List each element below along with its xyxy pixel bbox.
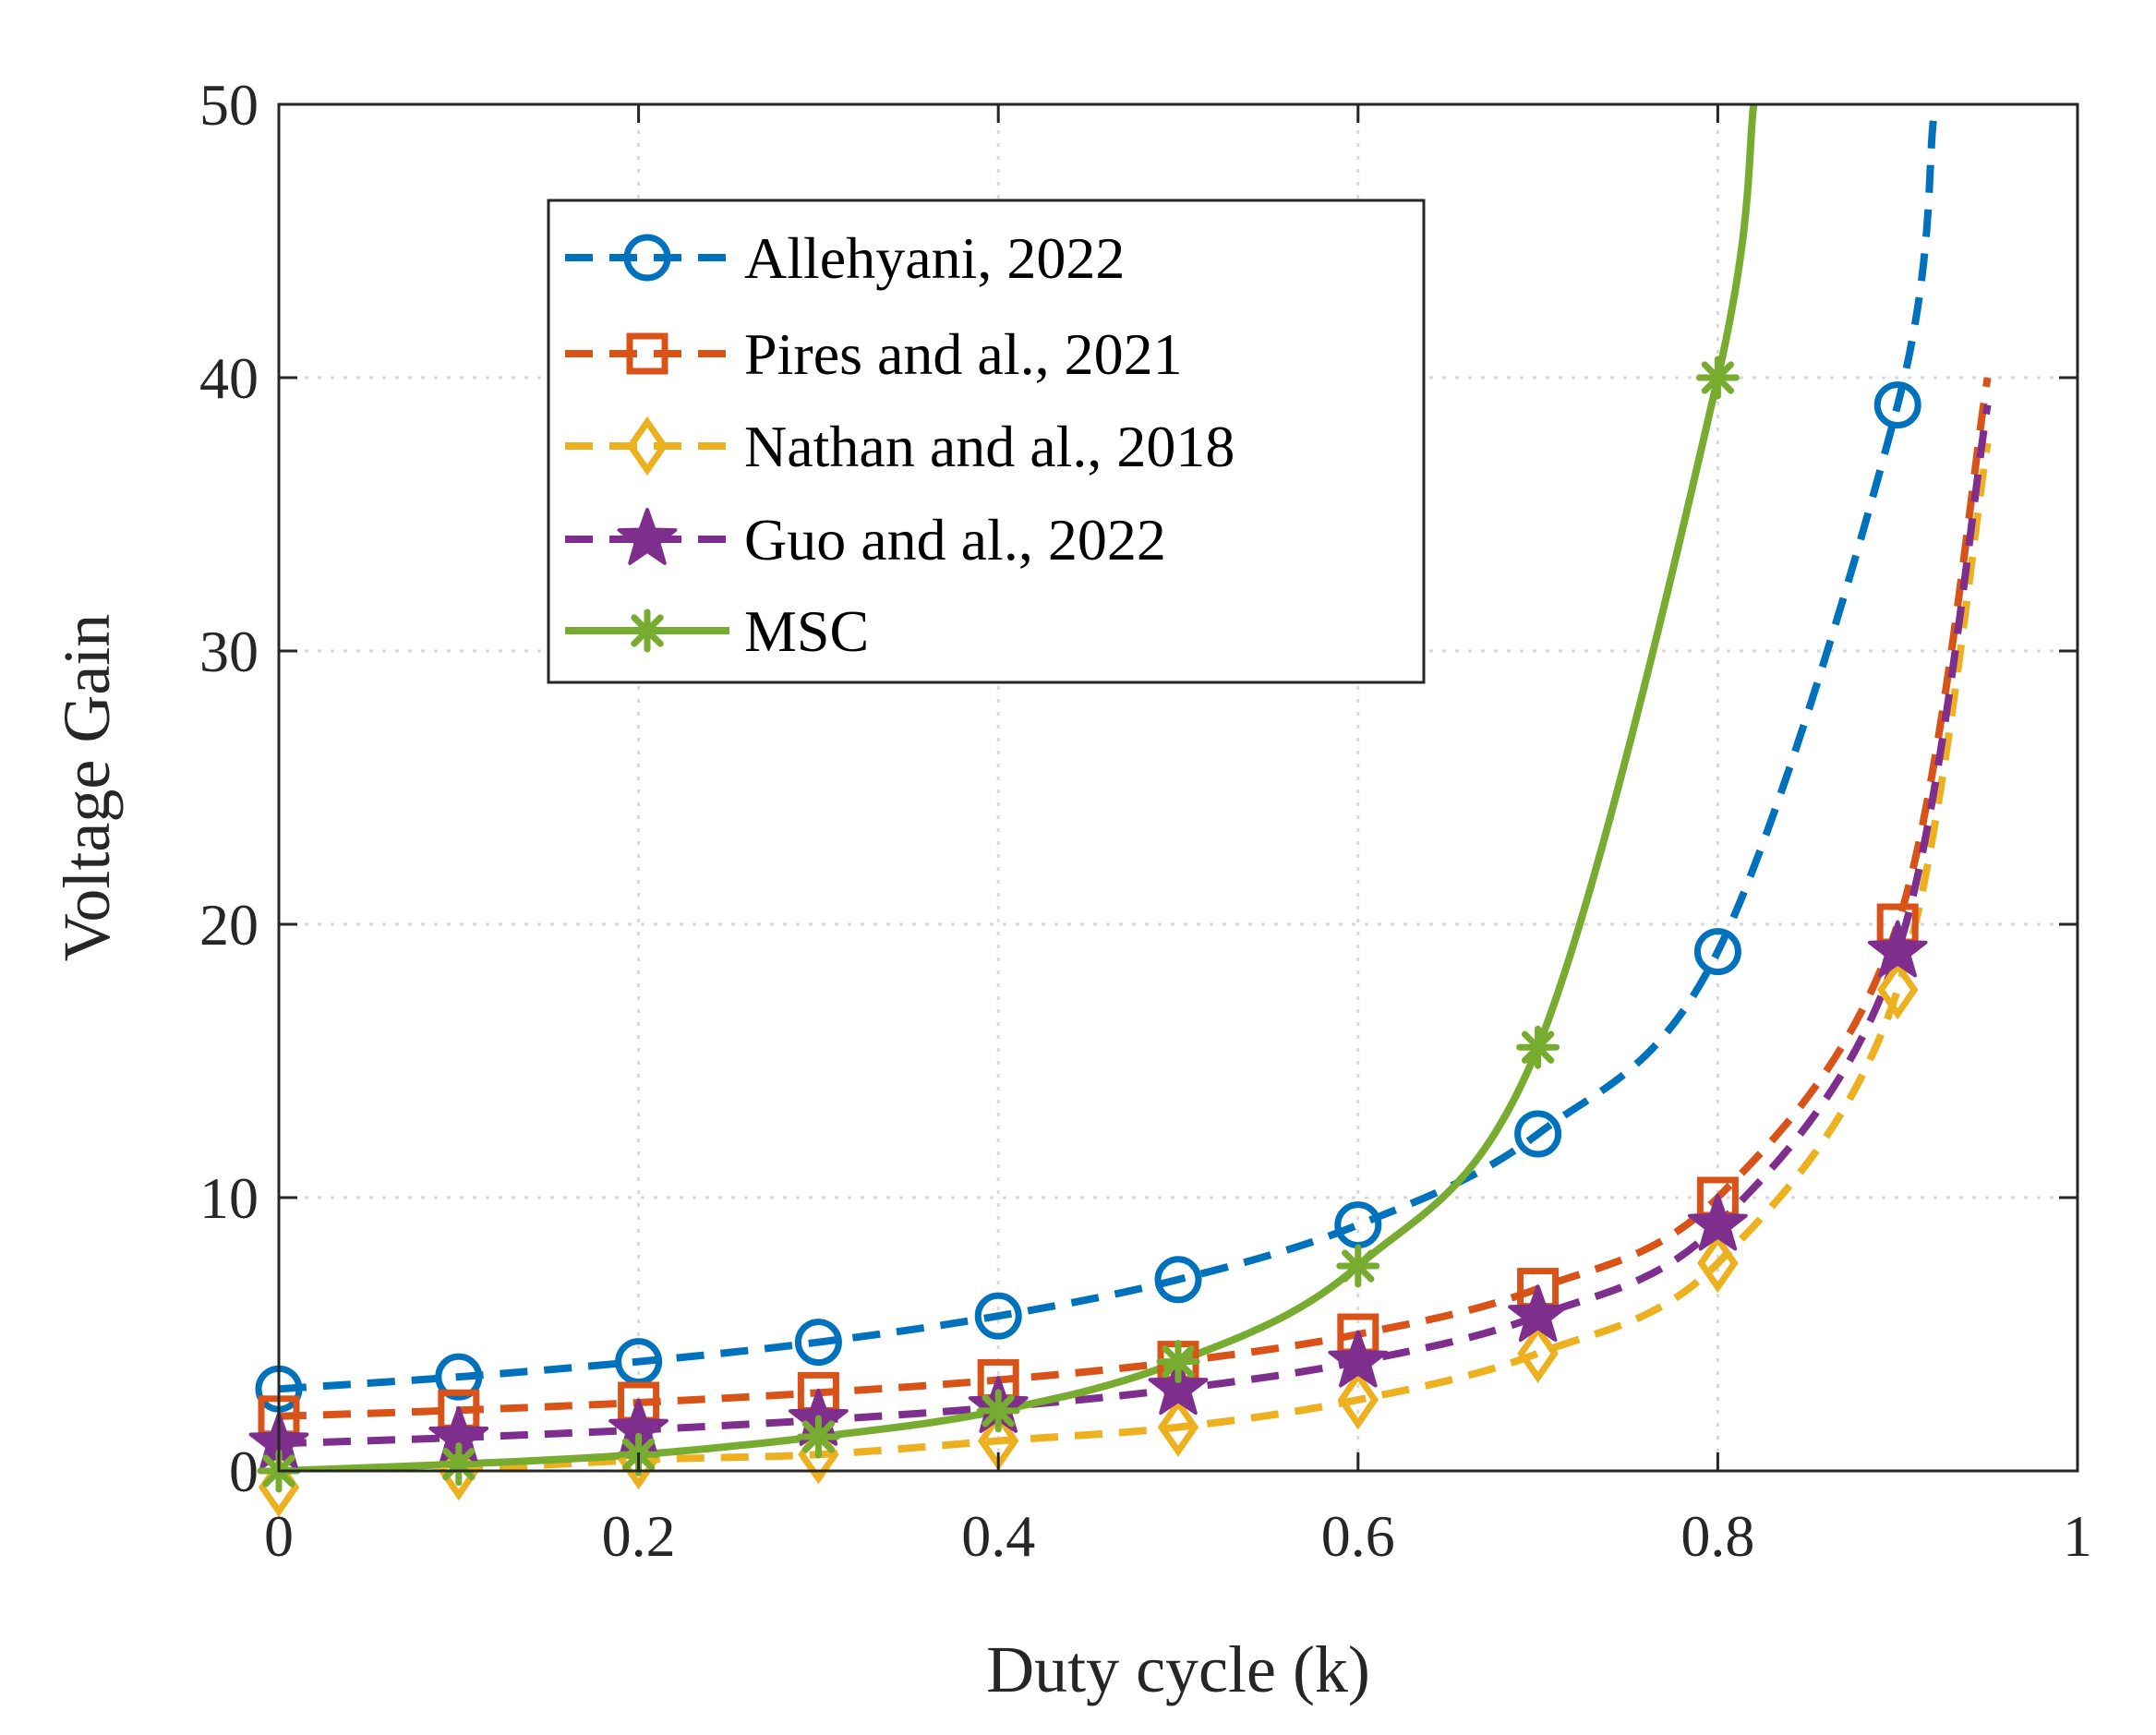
legend-box — [547, 199, 1426, 684]
data-point — [1697, 1233, 1739, 1294]
x-tick-label: 0.6 — [1321, 1503, 1395, 1569]
x-tick-label: 0.4 — [961, 1503, 1035, 1569]
plot-area — [277, 102, 2079, 1473]
data-point — [1514, 1110, 1562, 1158]
series-markers — [248, 355, 1928, 1517]
data-point — [1688, 1193, 1748, 1251]
legend-label-msc: MSC — [744, 598, 869, 664]
y-axis-title: Voltage Gain — [50, 614, 124, 962]
data-point — [1516, 1025, 1560, 1069]
data-point — [437, 1442, 481, 1487]
y-tick-label: 50 — [199, 72, 259, 138]
x-axis-title: Duty cycle (k) — [986, 1633, 1370, 1706]
x-tick-label: 1 — [2063, 1503, 2092, 1569]
legend-marker-4 — [625, 608, 669, 653]
data-point — [976, 1389, 1020, 1433]
legend-marker-1 — [626, 332, 668, 375]
legend-marker-3 — [617, 508, 678, 565]
x-tick-label: 0.2 — [602, 1503, 676, 1569]
data-point — [1876, 959, 1919, 1020]
data-point — [1508, 1284, 1568, 1343]
legend-marker-0 — [623, 234, 671, 282]
data-point — [1517, 1323, 1559, 1383]
data-point — [796, 1415, 840, 1459]
data-point — [1867, 920, 1928, 978]
y-tick-label: 30 — [199, 619, 259, 684]
data-point — [974, 1292, 1022, 1340]
x-tick-label: 0.8 — [1680, 1503, 1754, 1569]
x-tick-label: 0 — [264, 1503, 294, 1569]
data-point — [1336, 1244, 1380, 1288]
legend-label-allehyani: Allehyani, 2022 — [744, 225, 1125, 291]
data-point — [1154, 1256, 1202, 1304]
data-point — [1328, 1330, 1389, 1388]
y-tick-label: 40 — [199, 345, 259, 411]
series-line-0 — [279, 117, 1938, 1393]
data-point — [1873, 381, 1921, 429]
data-point — [1157, 1397, 1199, 1457]
series-line-4 — [279, 104, 1758, 1471]
data-point — [794, 1319, 842, 1367]
legend: Allehyani, 2022 Pires and al., 2021 Nath… — [547, 199, 1426, 684]
legend-entry-nathan: Nathan and al., 2018 — [565, 414, 1235, 479]
data-point — [1148, 1357, 1209, 1416]
legend-entry-pires: Pires and al., 2021 — [565, 321, 1183, 387]
series-lines — [279, 104, 1992, 1471]
legend-label-pires: Pires and al., 2021 — [744, 321, 1183, 387]
data-point — [1156, 1340, 1200, 1384]
legend-marker-2 — [626, 416, 668, 476]
y-tick-label: 0 — [229, 1439, 259, 1504]
y-tick-label: 10 — [199, 1165, 259, 1231]
legend-entry-allehyani: Allehyani, 2022 — [565, 225, 1125, 291]
legend-entry-guo: Guo and al., 2022 — [565, 507, 1166, 572]
data-point — [435, 1353, 483, 1401]
y-tick-label: 20 — [199, 892, 259, 958]
data-point — [1337, 1369, 1379, 1430]
legend-entry-msc: MSC — [565, 598, 869, 664]
data-point — [1693, 928, 1741, 976]
legend-label-nathan: Nathan and al., 2018 — [744, 414, 1235, 479]
data-point — [1695, 355, 1740, 400]
legend-label-guo: Guo and al., 2022 — [744, 507, 1166, 572]
